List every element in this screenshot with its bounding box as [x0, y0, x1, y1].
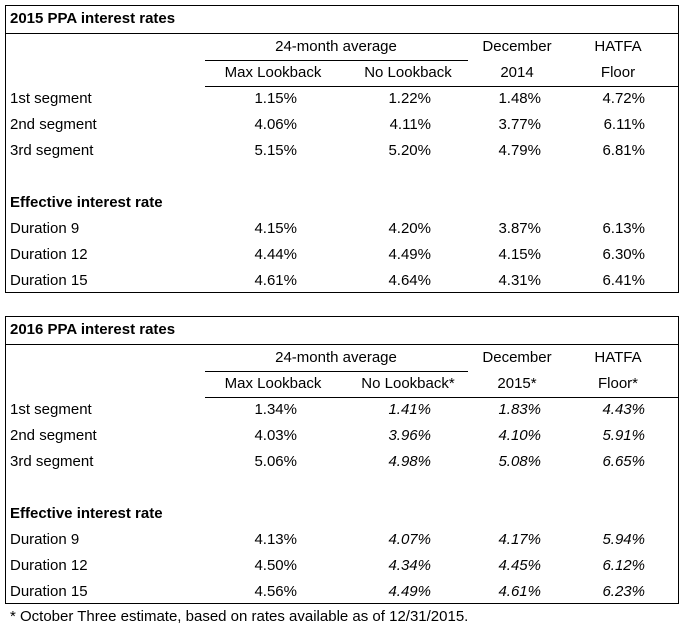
title-rule — [5, 33, 679, 34]
row-label: Duration 9 — [10, 220, 80, 237]
table-box — [5, 316, 679, 604]
cell-value: 1.15% — [254, 90, 297, 107]
header-rule — [205, 60, 468, 61]
cell-value: 6.11% — [603, 116, 645, 133]
cell-value: 5.15% — [254, 142, 297, 159]
column-header: HATFA — [594, 349, 642, 366]
row-label: 2nd segment — [10, 116, 97, 133]
section-title: Effective interest rate — [10, 194, 163, 211]
cell-value: 4.15% — [254, 220, 297, 237]
cell-value: 4.20% — [388, 220, 431, 237]
cell-value: 4.10% — [498, 427, 541, 444]
cell-value: 1.22% — [388, 90, 431, 107]
column-header: Max Lookback — [224, 64, 322, 81]
cell-value: 5.06% — [254, 453, 297, 470]
column-header: 2015* — [497, 375, 537, 392]
column-header: Max Lookback — [224, 375, 322, 392]
cell-value: 4.49% — [388, 583, 431, 600]
column-header: December — [482, 349, 552, 366]
cell-value: 1.48% — [498, 90, 541, 107]
column-header: 2014 — [500, 64, 534, 81]
cell-value: 4.61% — [498, 583, 541, 600]
row-label: Duration 9 — [10, 531, 80, 548]
table-title: 2015 PPA interest rates — [10, 10, 176, 27]
cell-value: 4.49% — [388, 246, 431, 263]
cell-value: 4.79% — [498, 142, 541, 159]
row-label: 3rd segment — [10, 142, 94, 159]
cell-value: 3.87% — [498, 220, 541, 237]
footnote: * October Three estimate, based on rates… — [10, 608, 469, 625]
row-label: Duration 15 — [10, 583, 88, 600]
row-label: Duration 12 — [10, 246, 88, 263]
cell-value: 4.98% — [388, 453, 431, 470]
cell-value: 6.12% — [602, 557, 645, 574]
cell-value: 4.34% — [388, 557, 431, 574]
title-rule — [5, 344, 679, 345]
cell-value: 4.07% — [388, 531, 431, 548]
column-header: Floor — [600, 64, 636, 81]
cell-value: 3.77% — [498, 116, 541, 133]
row-label: 1st segment — [10, 90, 92, 107]
column-header: Floor* — [597, 375, 638, 392]
cell-value: 4.17% — [498, 531, 541, 548]
cell-value: 4.11% — [389, 116, 431, 133]
cell-value: 3.96% — [388, 427, 431, 444]
cell-value: 4.06% — [254, 116, 297, 133]
header-rule — [205, 371, 468, 372]
cell-value: 1.41% — [388, 401, 431, 418]
table-title: 2016 PPA interest rates — [10, 321, 176, 338]
row-label: Duration 15 — [10, 272, 88, 289]
cell-value: 5.94% — [602, 531, 645, 548]
cell-value: 6.41% — [602, 272, 645, 289]
row-label: 3rd segment — [10, 453, 94, 470]
header-rule — [205, 397, 679, 398]
row-label: 1st segment — [10, 401, 92, 418]
cell-value: 4.15% — [498, 246, 541, 263]
section-title: Effective interest rate — [10, 505, 163, 522]
cell-value: 5.20% — [388, 142, 431, 159]
column-group-header: 24-month average — [275, 349, 397, 366]
cell-value: 6.30% — [602, 246, 645, 263]
cell-value: 5.91% — [602, 427, 645, 444]
row-label: Duration 12 — [10, 557, 88, 574]
cell-value: 6.65% — [602, 453, 645, 470]
cell-value: 4.61% — [254, 272, 297, 289]
cell-value: 4.72% — [602, 90, 645, 107]
column-group-header: 24-month average — [275, 38, 397, 55]
table-box — [5, 5, 679, 293]
cell-value: 4.31% — [498, 272, 541, 289]
column-header: No Lookback* — [361, 375, 455, 392]
row-label: 2nd segment — [10, 427, 97, 444]
cell-value: 4.45% — [498, 557, 541, 574]
column-header: December — [482, 38, 552, 55]
cell-value: 4.13% — [254, 531, 297, 548]
cell-value: 4.56% — [254, 583, 297, 600]
column-header: No Lookback — [364, 64, 452, 81]
cell-value: 5.08% — [498, 453, 541, 470]
column-header: HATFA — [594, 38, 642, 55]
cell-value: 6.23% — [602, 583, 645, 600]
cell-value: 6.13% — [602, 220, 645, 237]
cell-value: 4.50% — [254, 557, 297, 574]
header-rule — [205, 86, 679, 87]
cell-value: 4.03% — [254, 427, 297, 444]
cell-value: 1.83% — [498, 401, 541, 418]
cell-value: 4.64% — [388, 272, 431, 289]
cell-value: 4.44% — [254, 246, 297, 263]
cell-value: 4.43% — [602, 401, 645, 418]
cell-value: 6.81% — [602, 142, 645, 159]
cell-value: 1.34% — [254, 401, 297, 418]
